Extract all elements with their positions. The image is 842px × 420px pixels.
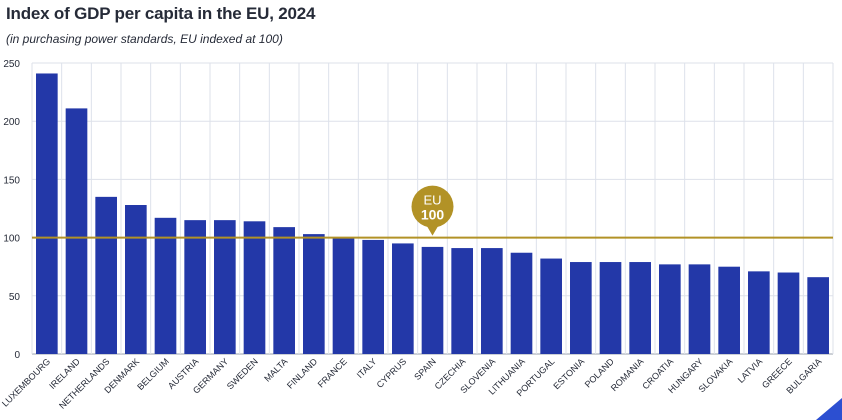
bar-germany — [214, 220, 236, 354]
x-tick-label: ITALY — [355, 356, 379, 380]
bar-finland — [303, 234, 325, 354]
x-tick-label: FRANCE — [316, 356, 349, 389]
bar-hungary — [688, 264, 711, 354]
bar-luxembourg — [36, 73, 58, 354]
bar-bulgaria — [807, 277, 829, 354]
bar-austria — [184, 220, 206, 354]
y-tick-label: 100 — [3, 234, 20, 245]
bar-slovakia — [718, 266, 740, 354]
bar-france — [332, 237, 355, 354]
bar-netherlands — [95, 196, 117, 354]
x-tick-label: ESTONIA — [551, 356, 586, 391]
x-tick-label: SWEDEN — [225, 356, 260, 391]
x-tick-label: BELGIUM — [135, 356, 171, 392]
bar-malta — [273, 227, 295, 354]
x-tick-label: CYPRUS — [375, 356, 409, 390]
bar-slovenia — [481, 248, 503, 354]
y-axis-ticks: 0 50 100 150 200 250 — [3, 59, 20, 361]
bar-latvia — [748, 271, 770, 354]
bar-lithuania — [510, 252, 533, 354]
eu-badge — [411, 185, 454, 228]
bar-italy — [362, 239, 384, 354]
x-tick-label: MALTA — [262, 356, 289, 383]
y-tick-label: 0 — [14, 350, 20, 361]
corner-decoration — [816, 398, 842, 420]
y-tick-label: 200 — [3, 117, 20, 128]
eu-badge-value: 100 — [421, 207, 445, 223]
bar-ireland — [65, 108, 88, 355]
chart-title: Index of GDP per capita in the EU, 2024 — [6, 4, 316, 23]
chart-subtitle: (in purchasing power standards, EU index… — [6, 32, 283, 46]
x-tick-label: SPAIN — [412, 356, 438, 382]
bar-estonia — [570, 262, 592, 354]
bars — [36, 73, 829, 355]
bar-cyprus — [392, 243, 414, 354]
x-tick-label: LUXEMBOURG — [0, 356, 52, 408]
x-tick-label: FINLAND — [285, 356, 320, 391]
y-tick-label: 150 — [3, 175, 20, 186]
bar-czechia — [451, 248, 473, 354]
eu-badge-label: EU — [423, 193, 441, 208]
bar-denmark — [125, 205, 147, 354]
bar-romania — [629, 262, 651, 354]
y-tick-label: 250 — [3, 59, 20, 70]
bar-belgium — [154, 217, 177, 354]
bar-spain — [421, 246, 444, 354]
x-tick-label: LATVIA — [736, 356, 765, 385]
x-axis-labels: LUXEMBOURGIRELANDNETHERLANDSDENMARKBELGI… — [0, 356, 824, 411]
bar-portugal — [540, 258, 562, 354]
bar-croatia — [659, 264, 681, 354]
bar-greece — [777, 272, 800, 354]
y-tick-label: 50 — [9, 292, 21, 303]
bar-sweden — [243, 221, 266, 354]
bar-poland — [599, 262, 622, 354]
